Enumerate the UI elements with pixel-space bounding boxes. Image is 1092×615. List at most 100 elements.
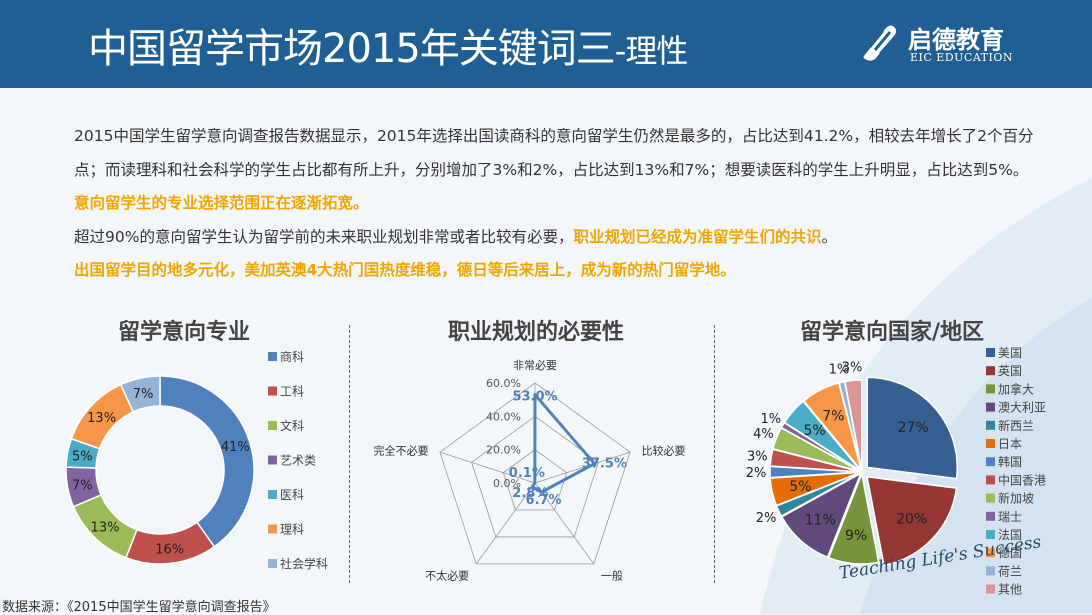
donut-data-label: 7% (72, 479, 93, 494)
legend-label: 澳大利亚 (998, 401, 1046, 415)
header-bar: 中国留学市场2015年关键词三-理性 启德教育 EIC EDUCATION (0, 0, 1092, 88)
legend-label: 德国 (998, 545, 1022, 560)
legend-label: 美国 (998, 346, 1022, 360)
radar-grid-ring (502, 449, 568, 511)
legend-label: 日本 (998, 437, 1022, 451)
legend-swatch (986, 457, 995, 467)
radar-series-line (530, 393, 596, 494)
legend-label: 艺术类 (280, 454, 316, 468)
divider-right (714, 325, 715, 583)
legend-label: 法国 (998, 528, 1022, 542)
legend-label: 英国 (998, 364, 1022, 378)
countries-pie-chart: 27%20%9%11%2%5%2%3%4%1%5%7%1%3%美国英国加拿大澳大… (746, 346, 1046, 597)
pie-data-label: 3% (747, 449, 768, 464)
donut-slice-1 (159, 375, 255, 548)
radar-axis-label: 不太必要 (425, 570, 469, 583)
legend-swatch (268, 490, 277, 499)
legend-label: 理科 (280, 523, 304, 537)
legend-swatch (986, 584, 995, 594)
pie-data-label: 1% (760, 412, 781, 427)
logo-text-en: EIC EDUCATION (910, 51, 1013, 64)
pie-data-label: 5% (789, 479, 811, 495)
body-text: 。 (821, 227, 837, 246)
pie-data-label: 27% (898, 420, 929, 436)
pie-data-label: 5% (803, 423, 825, 439)
radar-axis (534, 482, 595, 565)
radar-grid-ring (439, 382, 631, 565)
pie-data-label: 20% (896, 512, 927, 528)
radar-tick-label: 60.0% (486, 377, 521, 390)
radar-axis-label: 比较必要 (642, 443, 686, 457)
divider-left (349, 325, 350, 583)
legend-swatch (268, 352, 277, 361)
chart-title-majors: 留学意向专业 (118, 320, 251, 345)
pie-data-label: 2% (746, 466, 767, 481)
body-text: 超过90%的意向留学生认为留学前的未来职业规划非常或者比较有必要， (74, 227, 574, 246)
legend-swatch (986, 348, 995, 357)
legend-label: 荷兰 (998, 564, 1022, 578)
highlight-text: 职业规划已经成为准留学生们的共识 (573, 227, 822, 246)
radar-data-label: 53.0% (512, 390, 557, 405)
highlight-text: 出国留学目的地多元化，美加英澳4大热门国热度维稳，德日等后来居上，成为新的热门留… (74, 261, 736, 279)
radar-data-label: 2.8% (512, 486, 548, 501)
pie-data-label: 2% (756, 511, 777, 526)
chart-title-countries: 留学意向国家/地区 (800, 320, 985, 345)
highlight-text: 意向留学生的专业选择范围正在逐渐拓宽。 (74, 194, 369, 212)
legend-swatch (268, 455, 277, 465)
legend-label: 加拿大 (998, 381, 1034, 396)
legend-swatch (986, 402, 995, 412)
legend-label: 社会学科 (280, 556, 328, 571)
page-title: 中国留学市场2015年关键词三-理性 (88, 16, 689, 74)
legend-label: 其他 (998, 583, 1022, 597)
legend-swatch (268, 524, 277, 534)
legend-label: 商科 (280, 349, 304, 364)
radar-tick-label: 40.0% (486, 410, 521, 423)
radar-tick-label: 0.0% (493, 477, 521, 490)
legend-swatch (986, 511, 995, 521)
radar-axis-label: 完全不必要 (373, 443, 428, 457)
donut-data-label: 41% (221, 440, 250, 455)
pie-data-label: 4% (753, 427, 774, 442)
pie-data-label: 7% (822, 409, 844, 425)
legend-swatch (268, 421, 277, 430)
pie-data-label: 9% (845, 528, 867, 544)
eic-logo: 启德教育 EIC EDUCATION (856, 18, 1056, 68)
donut-slice-7 (119, 375, 161, 413)
donut-data-label: 13% (87, 411, 116, 426)
eic-logo-icon (863, 25, 897, 61)
pie-slice-14 (844, 379, 863, 471)
paragraph-2: 超过90%的意向留学生认为留学前的未来职业规划非常或者比较有必要，职业规划已经成… (74, 221, 1034, 255)
donut-data-label: 7% (133, 387, 154, 402)
pie-slice-1 (866, 376, 958, 480)
legend-swatch (986, 566, 995, 576)
radar-axis (475, 482, 536, 565)
legend-label: 新加坡 (998, 491, 1034, 506)
source-note: 数据来源：《2015中国学生留学意向调查报告》 (2, 600, 276, 615)
pie-slice-4 (780, 471, 863, 559)
legend-label: 文科 (280, 418, 304, 433)
pie-slice-11 (783, 400, 862, 472)
legend-swatch (986, 384, 995, 394)
radar-data-label: 37.5% (582, 457, 627, 472)
legend-swatch (986, 366, 995, 376)
legend-label: 医科 (280, 488, 304, 502)
donut-data-label: 13% (91, 521, 120, 536)
title-sub: -理性 (614, 32, 689, 70)
donut-data-label: 5% (72, 449, 93, 464)
legend-swatch (986, 439, 995, 448)
radar-axis (534, 451, 631, 484)
legend-swatch (268, 559, 277, 568)
legend-swatch (986, 530, 995, 539)
body-text: 2015中国学生留学意向调查报告数据显示，2015年选择出国读商科的意向留学生仍… (74, 127, 1034, 179)
pie-data-label: 11% (805, 512, 836, 528)
legend-label: 新西兰 (998, 418, 1034, 433)
paragraph-3: 出国留学目的地多元化，美加英澳4大热门国热度维稳，德日等后来居上，成为新的热门留… (74, 254, 1034, 288)
donut-data-label: 16% (155, 542, 184, 557)
paragraph-1: 2015中国学生留学意向调查报告数据显示，2015年选择出国读商科的意向留学生仍… (74, 120, 1034, 221)
legend-swatch (268, 386, 277, 396)
legend-label: 中国香港 (998, 472, 1046, 487)
pie-slice-3 (827, 471, 880, 565)
pie-data-label: 1% (829, 363, 850, 378)
